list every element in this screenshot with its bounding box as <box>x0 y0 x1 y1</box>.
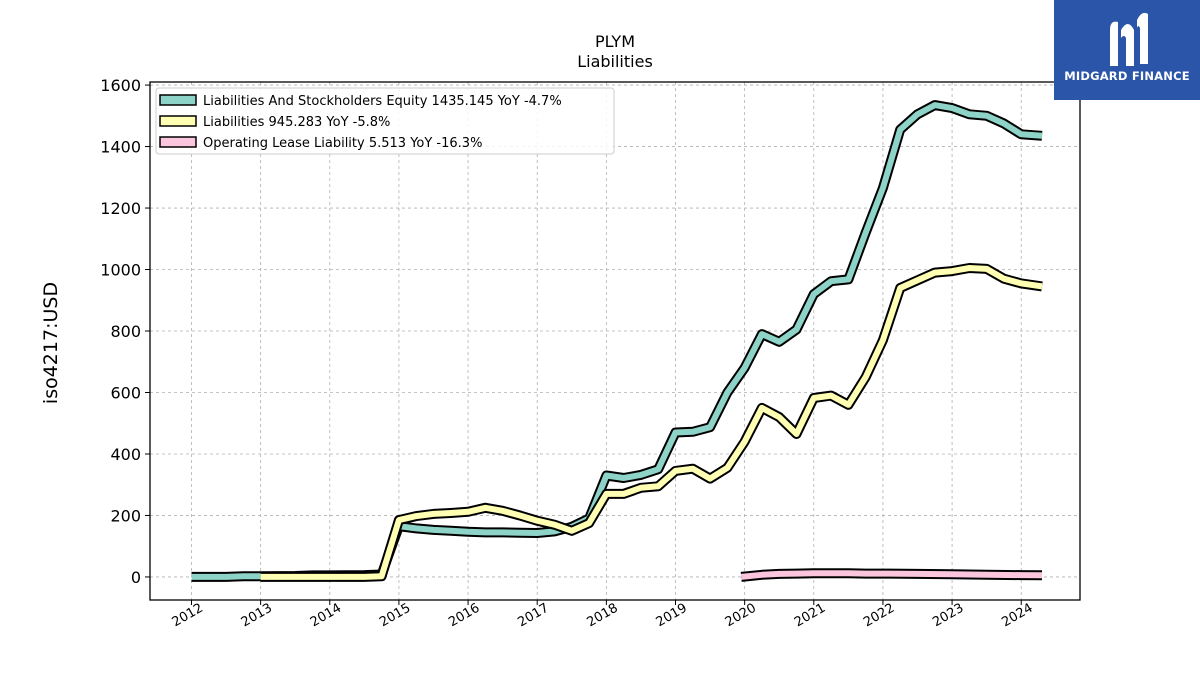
x-tick-label: 2012 <box>170 601 206 631</box>
y-tick-label: 0 <box>131 568 141 587</box>
y-tick-label: 1000 <box>100 261 141 280</box>
legend-swatch <box>159 115 197 127</box>
y-tick-label: 1400 <box>100 138 141 157</box>
y-tick-label: 1600 <box>100 76 141 95</box>
series-outline <box>260 263 1043 582</box>
x-tick-label: 2013 <box>239 601 275 631</box>
series-line <box>260 265 1043 580</box>
y-tick-label: 800 <box>110 322 141 341</box>
chart-title: PLYM <box>595 32 635 51</box>
chart-subtitle: Liabilities <box>577 52 653 71</box>
x-tick-label: 2014 <box>308 601 344 631</box>
x-tick-label: 2022 <box>861 601 897 631</box>
x-tick-label: 2024 <box>999 601 1035 631</box>
x-tick-label: 2016 <box>446 601 482 631</box>
midgard-logo-icon <box>1110 12 1148 66</box>
legend-label: Liabilities 945.283 YoY -5.8% <box>203 115 390 130</box>
legend-swatch <box>159 94 197 106</box>
legend: Liabilities And Stockholders Equity 1435… <box>155 87 615 155</box>
legend-label: Operating Lease Liability 5.513 YoY -16.… <box>203 136 482 151</box>
logo-text: MIDGARD FINANCE <box>1064 69 1190 83</box>
y-axis-label: iso4217:USD <box>40 282 62 404</box>
legend-swatch <box>159 136 197 148</box>
y-tick-label: 400 <box>110 445 141 464</box>
x-tick-label: 2021 <box>792 601 828 631</box>
midgard-logo: MIDGARD FINANCE <box>1054 0 1200 100</box>
plot-frame <box>149 81 1081 601</box>
series-lines <box>191 100 1043 582</box>
series-outline <box>191 100 1043 582</box>
x-tick-label: 2019 <box>654 601 690 631</box>
y-tick-label: 200 <box>110 506 141 525</box>
series-line <box>191 102 1043 580</box>
x-tick-label: 2020 <box>723 601 759 631</box>
y-tick-label: 600 <box>110 383 141 402</box>
grid-lines <box>150 82 1080 600</box>
y-tick-label: 1200 <box>100 199 141 218</box>
legend-box <box>155 87 615 155</box>
legend-label: Liabilities And Stockholders Equity 1435… <box>203 94 562 109</box>
x-tick-label: 2015 <box>377 601 413 631</box>
x-tick-label: 2023 <box>930 601 966 631</box>
series-line <box>740 570 1043 580</box>
x-tick-label: 2017 <box>515 601 551 631</box>
x-tick-label: 2018 <box>585 601 621 631</box>
